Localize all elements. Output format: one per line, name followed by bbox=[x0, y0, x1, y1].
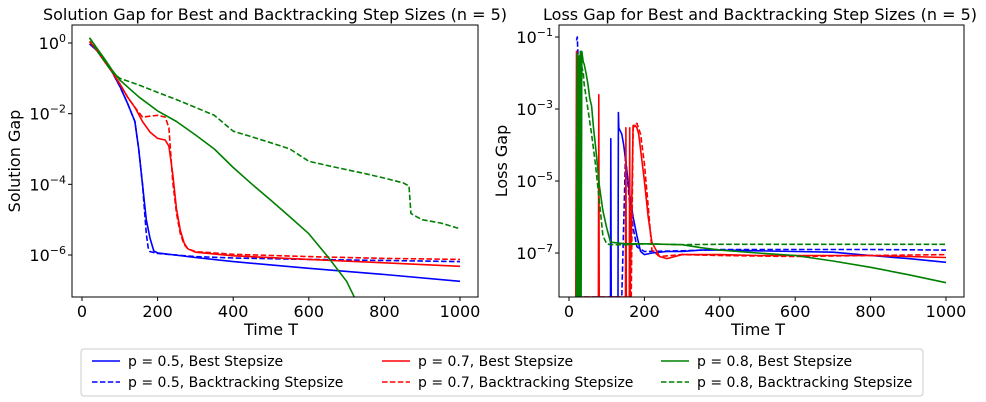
legend-frame bbox=[80, 348, 924, 397]
series-line bbox=[88, 40, 461, 268]
series-line bbox=[575, 50, 947, 297]
solution-gap-chart: Solution Gap for Best and Backtracking S… bbox=[5, 5, 507, 339]
y-tick-label: 10−1 bbox=[516, 26, 553, 47]
x-tick-label: 200 bbox=[142, 302, 173, 321]
legend-label: p = 0.5, Backtracking Stepsize bbox=[128, 375, 343, 391]
series-line bbox=[88, 37, 356, 297]
x-tick-label: 200 bbox=[629, 302, 660, 321]
legend-label: p = 0.7, Backtracking Stepsize bbox=[418, 375, 633, 391]
y-tick-label: 10−6 bbox=[29, 244, 66, 265]
x-tick-label: 1000 bbox=[440, 302, 481, 321]
legend: p = 0.5, Best Stepsize p = 0.5, Backtrack… bbox=[80, 348, 924, 397]
legend-entry: p = 0.7, Best Stepsize bbox=[382, 354, 573, 370]
legend-entry: p = 0.8, Best Stepsize bbox=[661, 354, 852, 370]
x-tick-label: 1000 bbox=[926, 302, 967, 321]
y-tick-label: 10−5 bbox=[516, 170, 553, 191]
y-axis-ticks: 10−1 10−3 10−5 10−7 bbox=[516, 26, 559, 263]
x-tick-label: 800 bbox=[369, 302, 400, 321]
y-axis-label: Solution Gap bbox=[5, 110, 24, 213]
y-axis-label: Loss Gap bbox=[492, 125, 511, 198]
x-tick-label: 600 bbox=[294, 302, 325, 321]
y-tick-label: 10−4 bbox=[29, 173, 66, 194]
series-line bbox=[579, 65, 946, 297]
x-tick-label: 400 bbox=[218, 302, 249, 321]
x-tick-label: 0 bbox=[77, 302, 87, 321]
y-axis-ticks: 100 10−2 10−4 10−6 bbox=[29, 32, 72, 265]
legend-entry: p = 0.7, Backtracking Stepsize bbox=[382, 375, 633, 391]
legend-entry: p = 0.5, Backtracking Stepsize bbox=[92, 375, 343, 391]
series-line bbox=[630, 122, 947, 297]
plot-area bbox=[88, 37, 461, 297]
y-tick-label: 10−3 bbox=[516, 98, 553, 119]
loss-gap-chart: Loss Gap for Best and Backtracking Step … bbox=[492, 5, 977, 339]
legend-entry: p = 0.5, Best Stepsize bbox=[92, 354, 283, 370]
x-tick-label: 600 bbox=[780, 302, 811, 321]
legend-label: p = 0.8, Backtracking Stepsize bbox=[697, 375, 912, 391]
x-tick-label: 800 bbox=[855, 302, 886, 321]
chart-title: Solution Gap for Best and Backtracking S… bbox=[43, 5, 507, 24]
y-tick-label: 10−2 bbox=[29, 103, 66, 124]
series-line bbox=[89, 43, 461, 263]
legend-label: p = 0.8, Best Stepsize bbox=[697, 354, 852, 370]
x-axis-label: Time T bbox=[243, 320, 298, 339]
series-line bbox=[88, 40, 461, 261]
legend-label: p = 0.5, Best Stepsize bbox=[128, 354, 283, 370]
x-tick-label: 400 bbox=[705, 302, 736, 321]
series-line bbox=[88, 37, 461, 230]
plot-area bbox=[574, 36, 947, 297]
y-tick-label: 100 bbox=[39, 32, 66, 53]
axes-frame bbox=[71, 24, 479, 298]
series-line bbox=[89, 43, 461, 283]
x-axis-label: Time T bbox=[730, 320, 785, 339]
x-axis-ticks: 0 200 400 600 800 1000 bbox=[564, 297, 966, 321]
legend-label: p = 0.7, Best Stepsize bbox=[418, 354, 573, 370]
x-axis-ticks: 0 200 400 600 800 1000 bbox=[77, 297, 480, 321]
axes-frame bbox=[558, 24, 965, 298]
series-line bbox=[609, 111, 947, 297]
x-tick-label: 0 bbox=[564, 302, 574, 321]
legend-entry: p = 0.8, Backtracking Stepsize bbox=[661, 375, 912, 391]
y-tick-label: 10−7 bbox=[516, 242, 553, 263]
chart-title: Loss Gap for Best and Backtracking Step … bbox=[543, 5, 977, 24]
